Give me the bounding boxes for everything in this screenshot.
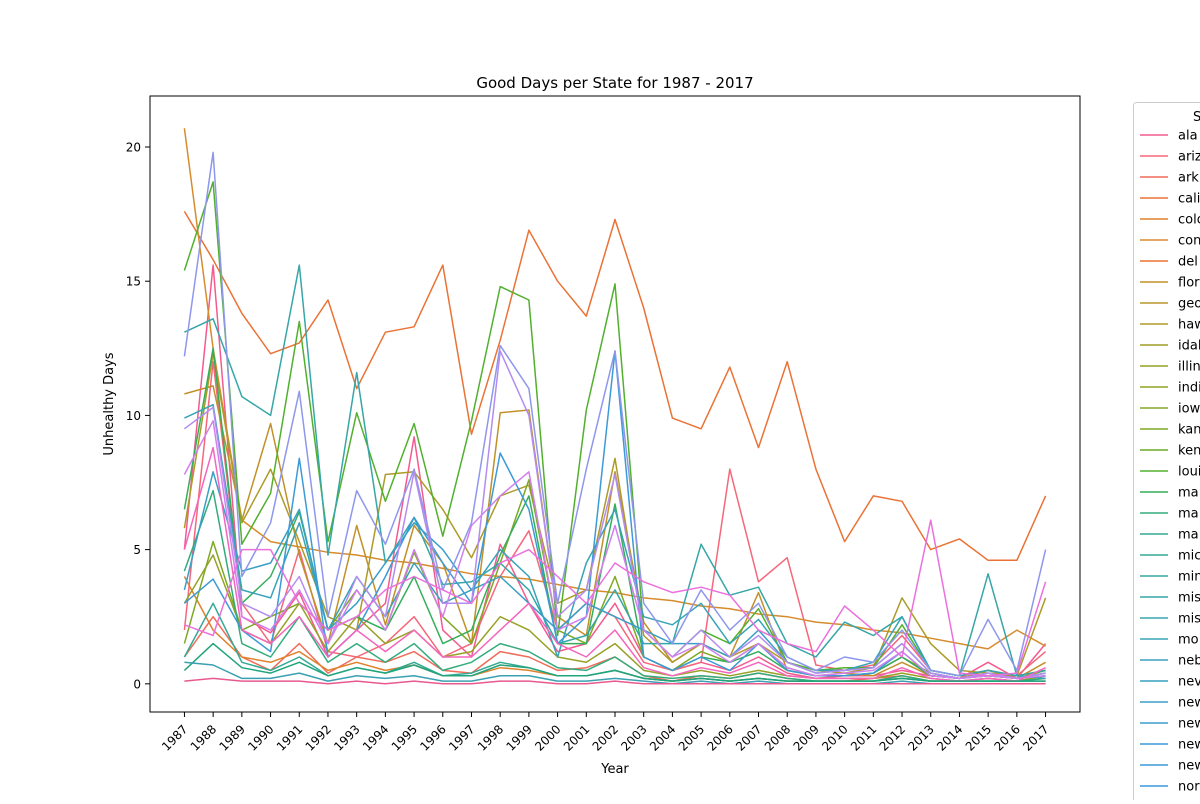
legend-label: cali xyxy=(1178,192,1200,207)
legend-label: ken xyxy=(1178,444,1200,459)
legend-label: indi xyxy=(1178,381,1200,396)
legend-label: new xyxy=(1178,696,1200,711)
y-tick-label: 0 xyxy=(133,677,141,691)
legend-title: S xyxy=(1193,110,1200,125)
legend-label: loui xyxy=(1178,465,1200,480)
legend-label: new xyxy=(1178,738,1200,753)
y-axis-label: Unhealthy Days xyxy=(102,352,117,455)
legend-label: kan xyxy=(1178,423,1200,438)
legend-label: colo xyxy=(1178,213,1200,228)
legend: S ala ariz ark cali colo con del flor geo haw idal… xyxy=(1134,103,1200,801)
legend-label: neb xyxy=(1178,654,1200,669)
legend-label: mis xyxy=(1178,612,1200,627)
legend-label: nev xyxy=(1178,675,1200,690)
legend-label: idal xyxy=(1178,339,1200,354)
legend-label: new xyxy=(1178,759,1200,774)
legend-label: haw xyxy=(1178,318,1200,333)
legend-label: ala xyxy=(1178,129,1198,144)
y-tick-label: 15 xyxy=(126,275,141,289)
legend-label: con xyxy=(1178,234,1200,249)
x-axis-label: Year xyxy=(600,762,629,777)
legend-label: flor xyxy=(1178,276,1200,291)
legend-label: nor xyxy=(1178,780,1200,795)
legend-label: geo xyxy=(1178,297,1200,312)
chart-title: Good Days per State for 1987 - 2017 xyxy=(476,74,753,92)
legend-label: illin xyxy=(1178,360,1200,375)
y-tick-label: 20 xyxy=(126,140,141,154)
legend-label: mis xyxy=(1178,591,1200,606)
legend-label: mo xyxy=(1178,633,1199,648)
legend-label: min xyxy=(1178,570,1200,585)
y-tick-label: 5 xyxy=(133,543,141,557)
legend-label: new xyxy=(1178,717,1200,732)
legend-label: ariz xyxy=(1178,150,1200,165)
legend-label: ma xyxy=(1178,507,1199,522)
legend-label: ma xyxy=(1178,528,1199,543)
legend-label: mic xyxy=(1178,549,1200,564)
legend-label: ma xyxy=(1178,486,1199,501)
legend-label: iow xyxy=(1178,402,1200,417)
y-tick-label: 10 xyxy=(126,409,141,423)
legend-label: ark xyxy=(1178,171,1199,186)
legend-label: del xyxy=(1178,255,1198,270)
